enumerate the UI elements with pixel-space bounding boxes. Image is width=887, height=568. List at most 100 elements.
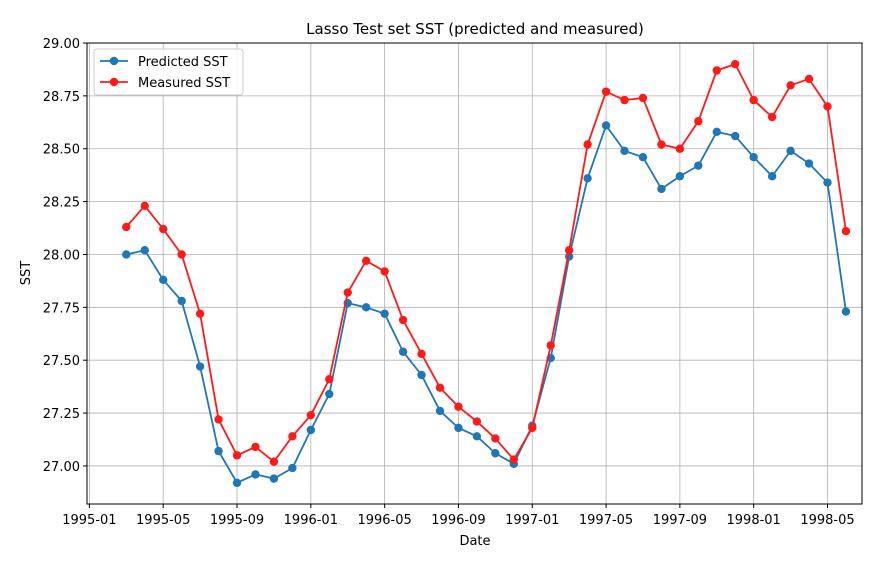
data-point <box>675 144 685 153</box>
y-tick-label: 27.75 <box>43 301 80 316</box>
y-tick-label: 28.25 <box>43 196 80 211</box>
data-point <box>528 423 537 433</box>
plot-frame <box>86 42 863 505</box>
data-point <box>694 117 703 126</box>
legend-label: Measured SST <box>138 76 230 91</box>
series-predicted <box>122 121 851 488</box>
data-point <box>472 432 482 441</box>
x-tick-label: 1997-05 <box>579 513 633 528</box>
data-point <box>454 402 463 411</box>
data-point <box>195 362 205 371</box>
x-tick-label: 1997-01 <box>505 513 559 528</box>
series-line <box>126 124 847 484</box>
data-point <box>325 375 334 384</box>
x-tick-label: 1996-05 <box>357 513 411 528</box>
data-point <box>620 146 629 156</box>
data-point <box>343 288 352 297</box>
data-point <box>841 227 851 236</box>
data-point <box>214 446 223 456</box>
y-tick-label: 29.00 <box>43 37 80 52</box>
data-point <box>841 307 851 316</box>
data-point <box>786 81 795 90</box>
y-tick-label: 27.25 <box>43 407 80 422</box>
data-point <box>546 341 555 350</box>
data-point <box>583 174 592 183</box>
data-point <box>288 463 297 473</box>
x-tick-label: 1995-05 <box>136 513 190 528</box>
x-tick-label: 1996-09 <box>431 513 485 528</box>
y-axis-label: SST <box>19 261 34 286</box>
data-point <box>398 315 408 325</box>
data-point <box>251 470 260 479</box>
data-point <box>491 449 500 458</box>
data-point <box>712 127 721 137</box>
data-point <box>657 184 666 194</box>
data-point <box>767 172 777 181</box>
data-point <box>749 95 758 105</box>
data-point <box>177 250 186 259</box>
data-point <box>694 161 703 170</box>
axis-ticks: 1995-01 1995-05 1995-09 1996-01 1996-05 1996-… <box>43 37 855 528</box>
data-point <box>122 222 131 232</box>
data-point <box>804 74 814 84</box>
legend-marker <box>109 77 119 87</box>
data-point <box>398 347 408 356</box>
y-tick-label: 27.50 <box>43 354 80 369</box>
data-point <box>288 432 297 441</box>
data-point <box>657 140 666 149</box>
data-point <box>140 246 149 255</box>
x-tick-label: 1996-01 <box>284 513 338 528</box>
data-point <box>232 478 242 488</box>
data-point <box>620 95 629 105</box>
y-tick-label: 27.00 <box>43 460 80 475</box>
data-point <box>454 423 463 433</box>
x-tick-label: 1998-01 <box>727 513 781 528</box>
series-measured <box>122 59 851 466</box>
series-line <box>125 63 847 463</box>
legend-label: Predicted SST <box>138 55 228 70</box>
x-tick-label: 1997-09 <box>653 513 707 528</box>
legend: Predicted SST Measured SST <box>93 48 244 96</box>
data-point <box>177 296 186 306</box>
series-area <box>122 59 851 488</box>
grid <box>87 42 862 504</box>
data-point <box>509 455 518 464</box>
data-point <box>380 267 389 276</box>
data-point <box>435 383 445 392</box>
y-tick-label: 28.75 <box>43 90 80 105</box>
data-point <box>491 434 500 443</box>
data-point <box>361 256 371 266</box>
data-point <box>675 172 685 181</box>
y-tick-label: 28.00 <box>43 248 80 263</box>
data-point <box>122 250 131 259</box>
data-point <box>823 102 832 111</box>
data-point <box>269 474 279 483</box>
data-point <box>435 406 445 416</box>
data-point <box>601 87 611 96</box>
x-tick-label: 1995-09 <box>210 513 264 528</box>
data-point <box>251 442 260 452</box>
data-point <box>361 303 371 312</box>
x-axis-label: Date <box>459 534 490 549</box>
data-point <box>417 349 426 359</box>
data-point <box>214 415 223 424</box>
data-point <box>306 410 316 420</box>
data-point <box>306 425 316 435</box>
data-point <box>269 457 279 466</box>
data-point <box>731 131 740 141</box>
data-point <box>583 140 592 149</box>
data-point <box>417 370 426 380</box>
data-point <box>823 178 832 187</box>
x-tick-label: 1995-01 <box>62 513 116 528</box>
data-point <box>601 121 611 130</box>
legend-box <box>93 48 244 96</box>
data-point <box>159 224 168 234</box>
data-point <box>159 275 168 285</box>
data-point <box>638 152 648 162</box>
data-point <box>638 93 648 103</box>
legend-marker <box>109 56 119 66</box>
data-point <box>767 112 777 122</box>
data-point <box>472 417 482 426</box>
data-point <box>140 201 149 211</box>
